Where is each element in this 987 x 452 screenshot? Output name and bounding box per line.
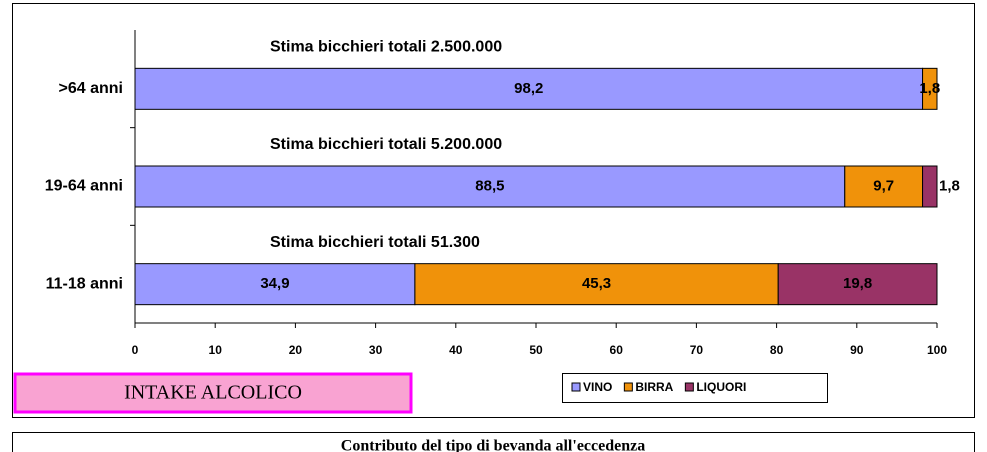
x-tick-label: 50 bbox=[529, 343, 543, 357]
value-label: 45,3 bbox=[582, 275, 611, 292]
caption-frame bbox=[12, 432, 975, 452]
y-tick-label: 11-18 anni bbox=[46, 275, 123, 292]
value-label: 88,5 bbox=[475, 177, 504, 194]
value-label: 9,7 bbox=[873, 177, 894, 194]
annotation: Stima bicchieri totali 5.200.000 bbox=[270, 136, 502, 153]
legend-swatch bbox=[623, 382, 633, 392]
x-tick-label: 10 bbox=[209, 343, 223, 357]
value-label: 98,2 bbox=[514, 80, 543, 97]
x-tick-label: 40 bbox=[449, 343, 463, 357]
value-label: 34,9 bbox=[260, 275, 289, 292]
annotation: Stima bicchieri totali 2.500.000 bbox=[270, 39, 502, 56]
bar-segment bbox=[922, 67, 938, 110]
x-tick-label: 60 bbox=[610, 343, 624, 357]
value-label: 1,8 bbox=[939, 177, 960, 194]
value-label: 19,8 bbox=[843, 275, 872, 292]
legend-label: BIRRA bbox=[635, 380, 673, 394]
bar-segment bbox=[134, 263, 416, 306]
value-label: 1,8 bbox=[919, 80, 940, 97]
x-tick-label: 20 bbox=[289, 343, 303, 357]
legend-label: VINO bbox=[583, 380, 612, 394]
y-tick-label: 19-64 anni bbox=[45, 178, 123, 195]
bar-segment bbox=[777, 263, 938, 306]
label-box-text: INTAKE ALCOLICO bbox=[124, 382, 302, 404]
bar-segment bbox=[922, 165, 938, 208]
x-tick-label: 30 bbox=[369, 343, 383, 357]
y-tick-label: >64 anni bbox=[59, 80, 123, 97]
label-box bbox=[13, 372, 413, 414]
caption: Contributo del tipo di bevanda all'ecced… bbox=[341, 438, 645, 452]
x-tick-label: 0 bbox=[132, 343, 139, 357]
x-tick-label: 100 bbox=[927, 343, 947, 357]
legend-swatch bbox=[571, 382, 581, 392]
x-tick-label: 70 bbox=[690, 343, 704, 357]
bar-segment bbox=[134, 165, 846, 208]
bar-segment bbox=[844, 165, 924, 208]
legend-swatch bbox=[684, 382, 694, 392]
x-tick-label: 80 bbox=[770, 343, 784, 357]
legend bbox=[562, 373, 828, 403]
bar-segment bbox=[134, 67, 924, 110]
x-tick-label: 90 bbox=[850, 343, 864, 357]
legend-label: LIQUORI bbox=[696, 380, 746, 394]
chart-frame bbox=[12, 3, 975, 418]
annotation: Stima bicchieri totali 51.300 bbox=[270, 234, 480, 251]
